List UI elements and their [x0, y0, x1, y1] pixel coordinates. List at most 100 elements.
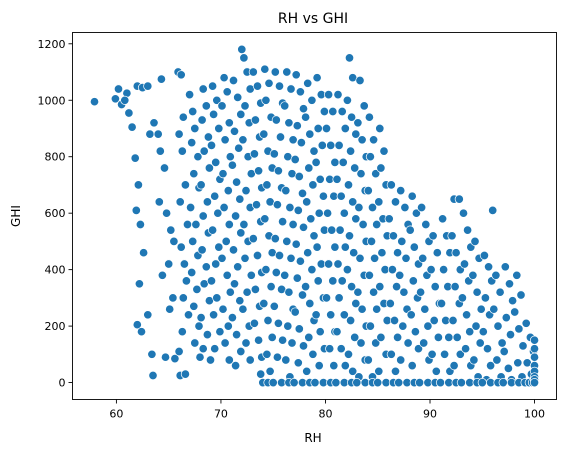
scatter-point	[239, 53, 249, 63]
scatter-point	[259, 298, 269, 309]
scatter-point	[292, 273, 302, 283]
scatter-point	[355, 75, 365, 86]
scatter-point	[295, 87, 305, 97]
y-tick-label: 1000	[38, 94, 66, 107]
scatter-point	[264, 78, 274, 88]
scatter-point	[329, 361, 339, 371]
scatter-point	[298, 104, 309, 114]
scatter-point	[505, 330, 516, 340]
scatter-point	[297, 188, 308, 198]
scatter-point	[350, 163, 360, 173]
scatter-point	[193, 152, 203, 162]
scatter-point	[164, 259, 174, 269]
scatter-point	[343, 349, 354, 359]
scatter-point	[334, 293, 344, 303]
scatter-point	[393, 248, 403, 258]
scatter-point	[229, 126, 240, 136]
y-tick-label: 1200	[38, 38, 66, 51]
scatter-point	[313, 123, 323, 134]
scatter-point	[371, 169, 381, 179]
scatter-point	[269, 301, 279, 311]
scatter-point	[292, 121, 302, 131]
scatter-point	[286, 84, 296, 94]
scatter-point	[241, 338, 251, 348]
scatter-point	[148, 370, 158, 381]
scatter-point	[375, 282, 385, 292]
scatter-point	[254, 335, 264, 345]
scatter-point	[390, 197, 401, 207]
scatter-point	[371, 338, 381, 348]
points-layer	[89, 44, 540, 388]
scatter-point	[288, 219, 298, 230]
scatter-point	[198, 211, 208, 221]
scatter-point	[484, 262, 494, 272]
scatter-point	[384, 214, 394, 224]
scatter-point	[465, 327, 475, 337]
scatter-point	[342, 265, 352, 275]
scatter-point	[492, 355, 502, 365]
scatter-point	[327, 225, 337, 235]
scatter-point	[190, 123, 200, 134]
scatter-point	[438, 214, 448, 224]
scatter-point	[449, 361, 459, 371]
x-tick-label: 70	[214, 408, 228, 421]
scatter-point	[410, 327, 420, 337]
scatter-point	[165, 304, 175, 314]
scatter-point	[190, 338, 200, 348]
scatter-point	[385, 298, 395, 309]
scatter-point	[369, 135, 379, 145]
scatter-point	[260, 214, 270, 224]
scatter-point	[213, 208, 223, 218]
scatter-point	[301, 282, 311, 292]
scatter-point	[201, 262, 211, 272]
scatter-point	[430, 282, 440, 292]
scatter-point	[439, 265, 449, 275]
scatter-point	[304, 332, 314, 342]
scatter-point	[286, 253, 296, 263]
scatter-point	[324, 259, 334, 269]
scatter-point	[349, 248, 359, 258]
scatter-point	[294, 324, 304, 334]
scatter-point	[178, 293, 188, 303]
scatter-point	[273, 318, 283, 328]
scatter-point	[198, 84, 208, 94]
scatter-point	[513, 358, 523, 368]
scatter-point	[395, 270, 405, 280]
scatter-point	[389, 315, 400, 326]
scatter-point	[261, 95, 271, 105]
scatter-point	[218, 304, 228, 314]
scatter-point	[227, 160, 237, 170]
scatter-point	[504, 279, 515, 289]
scatter-point	[388, 231, 398, 241]
scatter-point	[124, 108, 134, 118]
scatter-point	[215, 327, 225, 337]
scatter-point	[447, 231, 457, 241]
scatter-point	[482, 344, 493, 354]
scatter-point	[179, 259, 189, 269]
scatter-point	[508, 296, 518, 306]
scatter-point	[315, 174, 325, 184]
scatter-point	[203, 132, 213, 142]
scatter-point	[139, 248, 149, 258]
scatter-point	[357, 304, 367, 314]
scatter-point	[232, 330, 242, 340]
scatter-point	[157, 270, 167, 280]
scatter-point	[356, 338, 366, 348]
scatter-point	[334, 140, 344, 150]
scatter-point	[310, 378, 320, 388]
scatter-point	[309, 231, 319, 241]
scatter-point	[153, 129, 163, 139]
scatter-point	[400, 202, 410, 213]
scatter-point	[403, 338, 413, 348]
y-tick-label: 800	[45, 151, 66, 164]
scatter-point	[210, 191, 220, 201]
y-tick-label: 200	[45, 320, 66, 333]
scatter-point	[503, 363, 513, 373]
scatter-point	[238, 304, 248, 314]
scatter-point	[318, 191, 328, 201]
scatter-point	[262, 349, 272, 359]
scatter-point	[386, 180, 396, 190]
scatter-point	[113, 84, 124, 94]
scatter-point	[498, 378, 508, 388]
scatter-point	[191, 219, 201, 230]
